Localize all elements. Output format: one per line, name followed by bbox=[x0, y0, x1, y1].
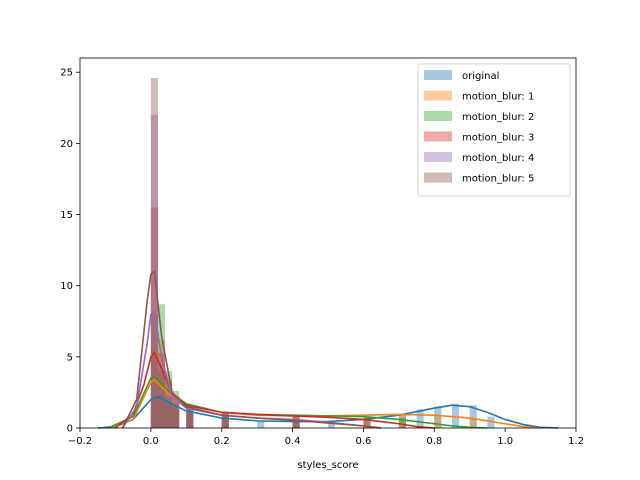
hist-bar bbox=[221, 415, 229, 428]
hist-bar bbox=[469, 418, 477, 428]
hist-bar bbox=[186, 406, 194, 428]
hist-bar bbox=[172, 395, 180, 428]
y-tick-label: 20 bbox=[60, 139, 73, 150]
legend-entry-label: motion_blur: 3 bbox=[462, 133, 534, 144]
hist-bar bbox=[157, 395, 166, 428]
hist-bar bbox=[221, 416, 229, 428]
hist-bar bbox=[150, 399, 158, 428]
y-tick-label: 5 bbox=[67, 352, 73, 363]
hist-bar bbox=[172, 391, 180, 428]
hist-bar bbox=[186, 409, 194, 428]
x-tick-label: 1.0 bbox=[497, 436, 513, 447]
hist-bar bbox=[186, 405, 194, 428]
hist-bar bbox=[292, 420, 300, 428]
hist-bar bbox=[221, 412, 229, 428]
hist-bar bbox=[487, 416, 495, 428]
legend-swatch bbox=[424, 111, 452, 121]
hist-bar bbox=[165, 405, 173, 428]
hist-bar bbox=[186, 406, 194, 428]
hist-bar bbox=[398, 418, 406, 428]
legend-swatch bbox=[424, 131, 452, 142]
legend-swatch bbox=[424, 152, 452, 162]
hist-bar bbox=[172, 409, 180, 428]
hist-bar bbox=[150, 77, 158, 429]
legend-entry-label: motion_blur: 5 bbox=[462, 174, 534, 185]
legend-entry-label: motion_blur: 1 bbox=[462, 92, 534, 103]
x-axis-label: styles_score bbox=[297, 460, 358, 471]
hist-bar bbox=[150, 314, 158, 428]
y-axis: 0 5 10 15 20 25 bbox=[60, 68, 80, 435]
kde-line bbox=[114, 351, 435, 429]
hist-bar bbox=[363, 419, 371, 428]
hist-bar bbox=[157, 371, 166, 428]
hist-bar bbox=[416, 409, 424, 428]
legend-swatch bbox=[424, 90, 452, 101]
hist-bar bbox=[469, 405, 477, 428]
plot-area bbox=[97, 77, 559, 429]
hist-bar bbox=[172, 396, 180, 428]
hist-bar bbox=[398, 415, 406, 428]
legend-frame bbox=[417, 63, 571, 197]
legend-swatch bbox=[424, 172, 452, 183]
hist-bar bbox=[172, 402, 180, 428]
x-axis: −0.2 0.0 0.2 0.4 0.6 0.8 1.0 1.2 bbox=[68, 428, 584, 447]
legend-entry-label: motion_blur: 4 bbox=[462, 153, 534, 164]
axes-frame bbox=[79, 57, 577, 429]
x-tick-label: 0.6 bbox=[355, 436, 371, 447]
hist-bar bbox=[186, 413, 194, 428]
y-tick-label: 25 bbox=[60, 68, 73, 79]
hist-bar bbox=[165, 381, 173, 428]
legend-entry-label: motion_blur: 2 bbox=[462, 112, 534, 123]
x-tick-label: 0.0 bbox=[143, 436, 159, 447]
y-tick-label: 0 bbox=[67, 424, 73, 435]
hist-bar bbox=[157, 304, 166, 428]
hist-bar bbox=[221, 418, 229, 428]
hist-bar bbox=[434, 406, 442, 428]
hist-bar bbox=[292, 419, 300, 428]
hist-bar bbox=[328, 420, 336, 428]
hist-bar bbox=[452, 403, 460, 428]
legend-entry-label: original bbox=[462, 71, 499, 82]
x-tick-label: 0.4 bbox=[285, 436, 301, 447]
hist-bar bbox=[150, 207, 158, 428]
legend: original motion_blur: 1 motion_blur: 2 moti… bbox=[417, 63, 571, 197]
hist-bar bbox=[150, 356, 158, 428]
hist-bar bbox=[363, 416, 371, 428]
hist-bar bbox=[363, 415, 371, 428]
hist-bar bbox=[165, 392, 173, 428]
hist-bar bbox=[165, 371, 173, 428]
legend-swatch bbox=[424, 70, 452, 80]
x-tick-label: 1.2 bbox=[568, 436, 584, 447]
x-tick-label: 0.2 bbox=[214, 436, 230, 447]
y-tick-label: 15 bbox=[60, 210, 73, 221]
hist-bar bbox=[398, 413, 406, 428]
hist-bar bbox=[165, 396, 173, 428]
kde-curves bbox=[97, 269, 559, 429]
kde-line bbox=[121, 269, 382, 429]
hist-bar bbox=[221, 413, 229, 428]
hist-bar bbox=[157, 352, 166, 428]
hist-bar bbox=[186, 410, 194, 428]
y-tick-label: 10 bbox=[60, 281, 73, 292]
hist-bar bbox=[157, 363, 166, 428]
hist-bar bbox=[434, 415, 442, 428]
x-tick-label: −0.2 bbox=[68, 436, 92, 447]
hist-bar bbox=[221, 412, 229, 428]
x-tick-label: 0.8 bbox=[426, 436, 442, 447]
hist-bar bbox=[172, 405, 180, 428]
hist-bar bbox=[257, 420, 265, 428]
